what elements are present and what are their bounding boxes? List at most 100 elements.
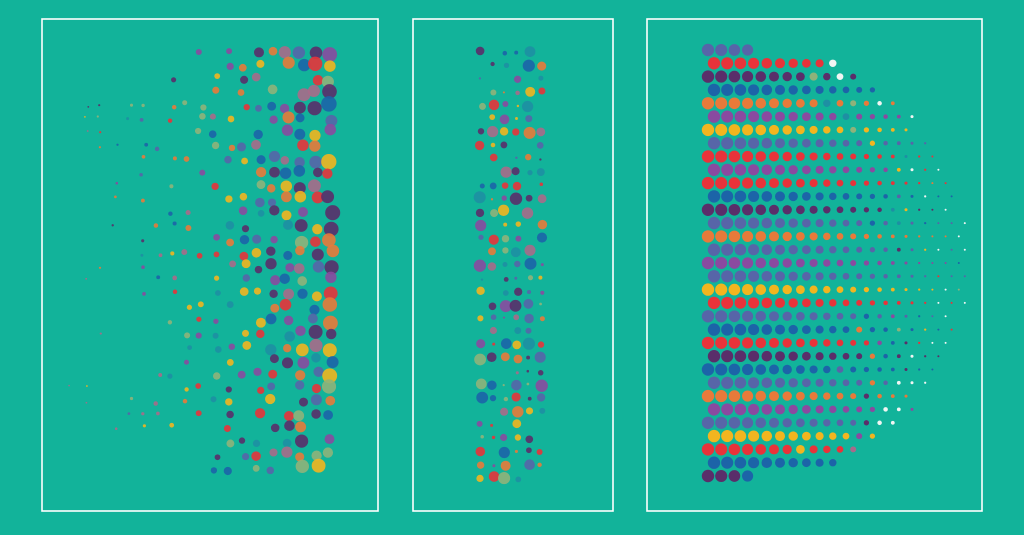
dot (491, 435, 496, 440)
dot (890, 287, 895, 292)
dot (140, 253, 144, 257)
dot (475, 208, 485, 218)
dot (728, 257, 741, 269)
dot (761, 297, 773, 309)
dot (297, 139, 309, 151)
dot (311, 409, 321, 419)
dot (883, 407, 888, 412)
dot (809, 392, 818, 401)
dot (774, 218, 786, 229)
dot (510, 247, 521, 258)
dot (761, 84, 773, 96)
dot (796, 205, 805, 215)
dot (815, 59, 824, 68)
dot (323, 286, 338, 301)
dot (728, 310, 741, 323)
dot (850, 419, 857, 426)
dot (802, 298, 811, 308)
dot (715, 43, 728, 57)
dot (525, 435, 534, 444)
dot (829, 59, 837, 68)
dot (534, 351, 546, 363)
dot (701, 70, 715, 83)
dot (850, 73, 857, 80)
dot (502, 262, 508, 267)
dot (869, 247, 876, 253)
dot (295, 325, 306, 337)
dot (251, 451, 261, 461)
dot (500, 141, 508, 149)
dot (728, 70, 741, 83)
dot (474, 140, 485, 151)
dot (850, 393, 857, 400)
dot (742, 310, 754, 322)
dot (944, 315, 947, 318)
dot (829, 379, 837, 387)
dot (910, 381, 914, 385)
dot (490, 61, 495, 67)
dot (242, 274, 251, 282)
dot (252, 439, 261, 448)
dot (850, 233, 857, 240)
dot (963, 248, 966, 251)
dot (154, 146, 160, 152)
dot (788, 351, 798, 361)
dot (963, 301, 966, 304)
dot (239, 192, 248, 201)
dot (809, 205, 818, 214)
dot (512, 406, 524, 418)
dot (167, 320, 173, 325)
dot (526, 289, 532, 295)
dot (774, 191, 786, 202)
dot (890, 367, 895, 372)
dot (308, 324, 323, 339)
dot (285, 263, 295, 273)
dot (715, 310, 728, 323)
dot (823, 339, 831, 347)
dot (294, 128, 306, 140)
dot (715, 230, 728, 243)
dot (480, 434, 484, 439)
dot (295, 113, 305, 123)
dot (281, 446, 293, 458)
dot (186, 304, 193, 310)
dot (473, 191, 486, 204)
dot (728, 337, 741, 349)
dot (761, 404, 773, 415)
dot (540, 290, 545, 295)
dot (869, 353, 876, 359)
dot (937, 248, 940, 251)
dot (715, 416, 728, 429)
dot (500, 338, 512, 349)
dot (503, 62, 510, 69)
dot (774, 58, 786, 69)
dot (127, 412, 131, 415)
dot (142, 424, 146, 428)
dot (728, 390, 741, 402)
dot (890, 101, 895, 106)
dot (309, 338, 323, 353)
dot (236, 142, 247, 152)
dot (877, 393, 882, 399)
dot (280, 191, 292, 203)
dot (850, 100, 857, 107)
dot (310, 236, 321, 247)
dot (842, 406, 850, 413)
dot (252, 234, 262, 244)
dot (937, 222, 940, 225)
dot (293, 101, 306, 114)
dot (269, 166, 280, 178)
dot (842, 272, 850, 280)
dot (788, 324, 798, 335)
dot (181, 249, 188, 256)
dot (170, 251, 175, 256)
dot (473, 259, 487, 272)
dot (265, 393, 276, 405)
dot (515, 235, 522, 242)
dot (225, 398, 233, 406)
dot (255, 197, 265, 208)
dot (99, 332, 102, 335)
dot (924, 195, 927, 198)
dot (796, 125, 805, 135)
